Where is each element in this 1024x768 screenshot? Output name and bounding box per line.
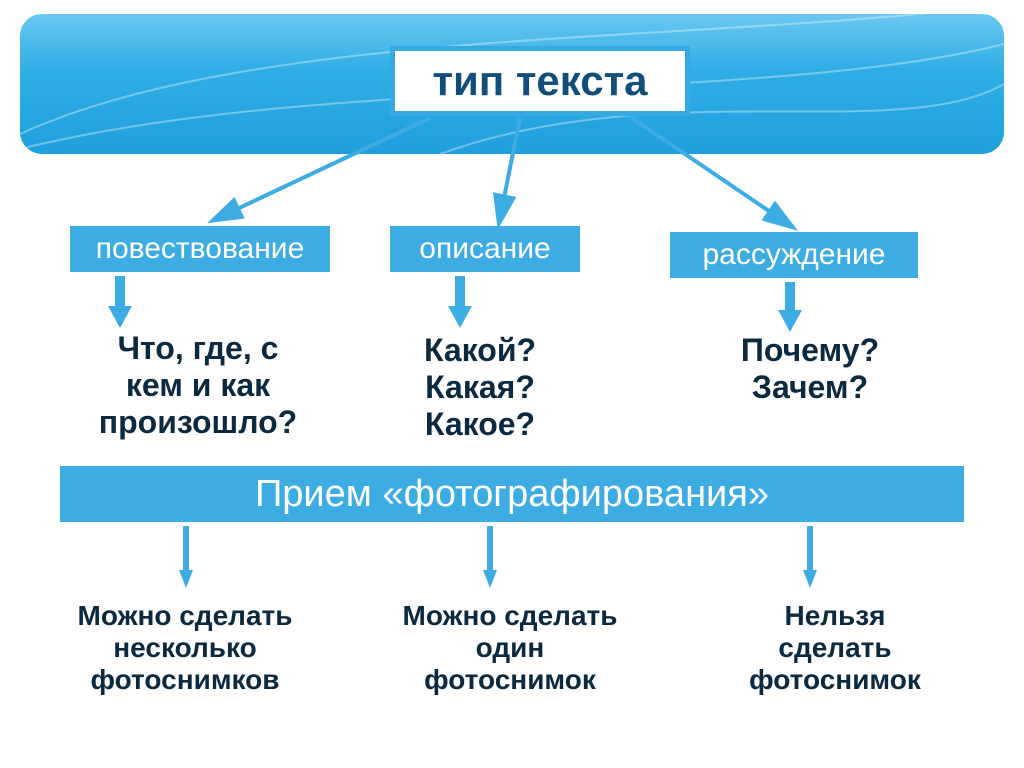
photo-note-description: Можно сделать один фотоснимок (360, 600, 660, 696)
arrow-down (785, 282, 795, 312)
category-label: рассуждение (703, 238, 886, 272)
arrow-down (183, 526, 189, 572)
arrow-head-icon (483, 570, 497, 588)
arrow-head-icon (108, 306, 132, 328)
category-node-narration: повествование (70, 226, 330, 272)
category-node-reasoning: рассуждение (670, 232, 918, 278)
root-node: тип текста (390, 46, 690, 116)
photo-note-narration: Можно сделать несколько фотоснимков (40, 600, 330, 696)
category-node-description: описание (390, 226, 580, 272)
root-label: тип текста (432, 57, 647, 105)
arrow-head-icon (448, 306, 472, 328)
arrow-down (487, 526, 493, 572)
arrow-head-icon (803, 570, 817, 588)
questions-narration: Что, где, с кем и как произошло? (58, 330, 338, 441)
questions-reasoning: Почему? Зачем? (690, 332, 930, 406)
arrow-head-icon (778, 310, 802, 332)
arrow-down (807, 526, 813, 572)
subtitle-bar: Прием «фотографирования» (60, 466, 964, 522)
arrow-down (455, 276, 465, 308)
category-label: описание (419, 232, 550, 266)
photo-note-reasoning: Нельзя сделать фотоснимок (700, 600, 970, 696)
subtitle-label: Прием «фотографирования» (255, 473, 769, 516)
questions-description: Какой? Какая? Какое? (370, 332, 590, 443)
arrow-head-icon (179, 570, 193, 588)
arrow-down (115, 276, 125, 308)
category-label: повествование (96, 232, 305, 266)
